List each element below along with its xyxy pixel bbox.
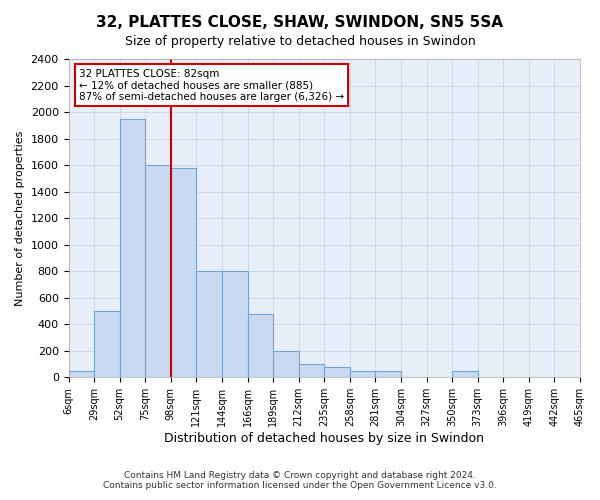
Bar bbox=[94, 311, 119, 378]
Text: Size of property relative to detached houses in Swindon: Size of property relative to detached ho… bbox=[125, 35, 475, 48]
Text: 32 PLATTES CLOSE: 82sqm
← 12% of detached houses are smaller (885)
87% of semi-d: 32 PLATTES CLOSE: 82sqm ← 12% of detache… bbox=[79, 68, 344, 102]
Bar bbox=[452, 370, 478, 378]
Y-axis label: Number of detached properties: Number of detached properties bbox=[15, 130, 25, 306]
Bar bbox=[350, 370, 376, 378]
Bar bbox=[376, 370, 401, 378]
Bar bbox=[273, 351, 299, 378]
Bar bbox=[248, 314, 273, 378]
Bar bbox=[145, 165, 171, 378]
Bar bbox=[119, 118, 145, 378]
Bar bbox=[222, 271, 248, 378]
Bar bbox=[324, 368, 350, 378]
Bar bbox=[68, 370, 94, 378]
Bar bbox=[299, 364, 324, 378]
Text: 32, PLATTES CLOSE, SHAW, SWINDON, SN5 5SA: 32, PLATTES CLOSE, SHAW, SWINDON, SN5 5S… bbox=[97, 15, 503, 30]
X-axis label: Distribution of detached houses by size in Swindon: Distribution of detached houses by size … bbox=[164, 432, 484, 445]
Text: Contains HM Land Registry data © Crown copyright and database right 2024.
Contai: Contains HM Land Registry data © Crown c… bbox=[103, 470, 497, 490]
Bar bbox=[196, 271, 222, 378]
Bar bbox=[171, 168, 196, 378]
